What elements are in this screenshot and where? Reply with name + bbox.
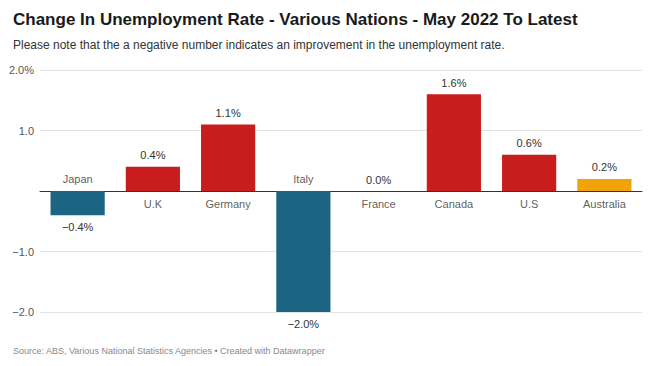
svg-text:Australia: Australia	[583, 198, 627, 210]
svg-text:2.0%: 2.0%	[9, 64, 34, 76]
svg-text:France: France	[362, 198, 396, 210]
svg-text:1.0: 1.0	[19, 125, 34, 137]
svg-text:Change In Unemployment Rate -: Change In Unemployment Rate - Various Na…	[13, 10, 578, 29]
svg-text:−2.0%: −2.0%	[288, 318, 320, 330]
svg-text:1.6%: 1.6%	[441, 77, 466, 89]
svg-text:1.1%: 1.1%	[216, 107, 241, 119]
svg-text:0.2%: 0.2%	[592, 161, 617, 173]
svg-text:Germany: Germany	[206, 198, 252, 210]
svg-text:−0.4%: −0.4%	[62, 221, 94, 233]
svg-text:Source: ABS, Various National: Source: ABS, Various National Statistics…	[13, 346, 325, 356]
svg-text:Japan: Japan	[63, 173, 93, 185]
svg-text:0.6%: 0.6%	[517, 137, 542, 149]
svg-text:Please note that the a negativ: Please note that the a negative number i…	[13, 38, 505, 52]
svg-text:U.S: U.S	[520, 198, 538, 210]
svg-text:Italy: Italy	[293, 173, 314, 185]
svg-text:−2.0: −2.0	[12, 306, 34, 318]
svg-text:0.4%: 0.4%	[140, 149, 165, 161]
svg-text:−1.0: −1.0	[12, 246, 34, 258]
svg-text:Canada: Canada	[435, 198, 474, 210]
svg-text:U.K: U.K	[144, 198, 163, 210]
svg-text:0.0%: 0.0%	[366, 174, 391, 186]
